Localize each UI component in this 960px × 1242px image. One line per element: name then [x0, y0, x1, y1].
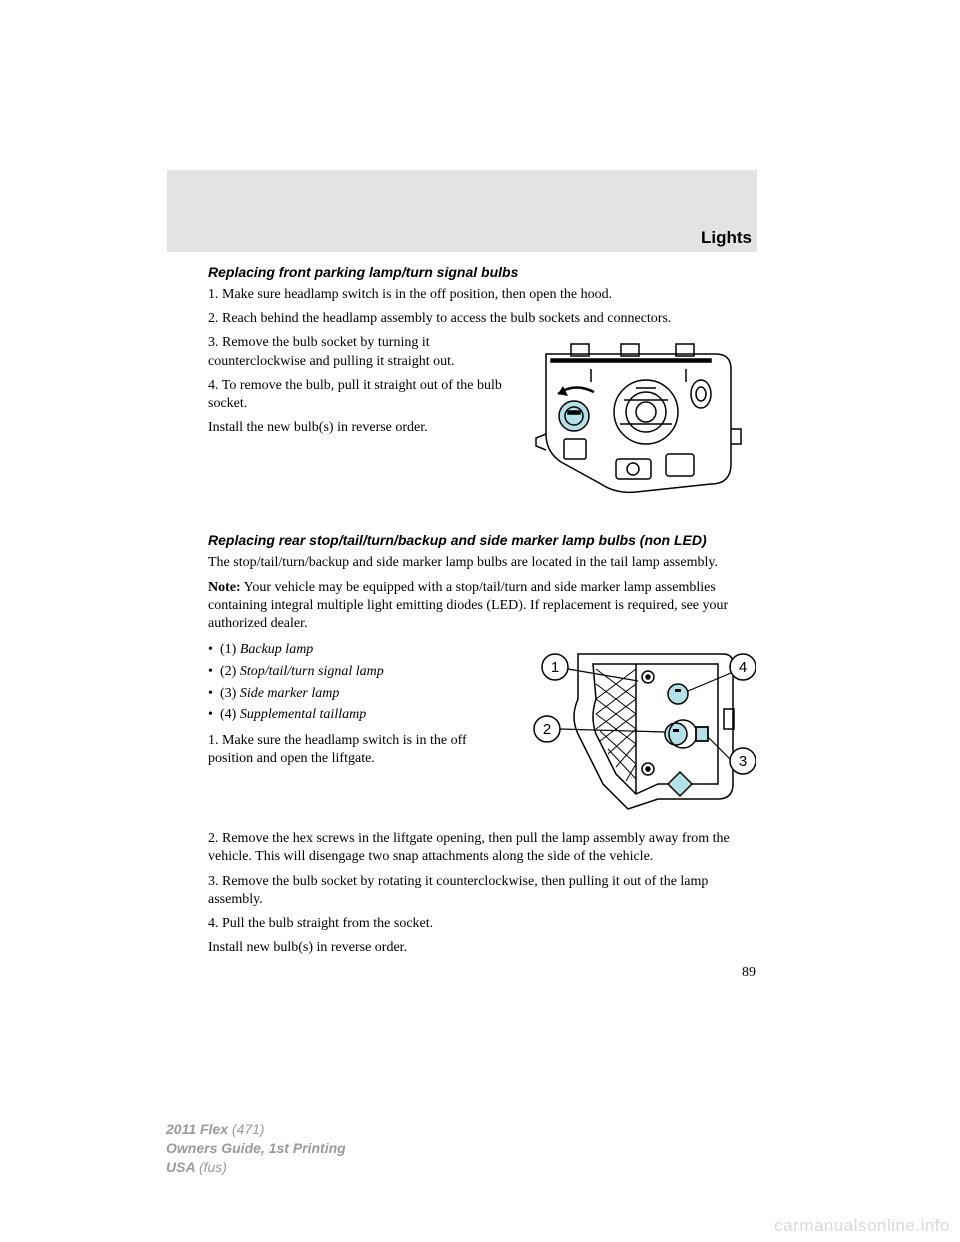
bullet-num: (4)	[220, 707, 240, 722]
footer-line-3: USA (fus)	[166, 1158, 346, 1177]
step-4-rear: 4. Pull the bulb straight from the socke…	[208, 915, 756, 933]
rear-intro: The stop/tail/turn/backup and side marke…	[208, 554, 756, 572]
bullet-label: Side marker lamp	[240, 686, 340, 701]
section-label: Lights	[701, 228, 752, 248]
list-item: (4) Supplemental taillamp	[208, 704, 756, 726]
rear-note: Note: Your vehicle may be equipped with …	[208, 579, 756, 634]
note-label: Note:	[208, 580, 241, 595]
list-item: (2) Stop/tail/turn signal lamp	[208, 661, 756, 683]
header-gray-box	[167, 170, 757, 252]
spacer	[208, 510, 756, 532]
footer-line-1: 2011 Flex (471)	[166, 1120, 346, 1139]
bullet-num: (2)	[220, 664, 240, 679]
footer-model: 2011 Flex	[166, 1121, 232, 1137]
bullet-label: Supplemental taillamp	[240, 707, 366, 722]
lamp-legend-list: (1) Backup lamp (2) Stop/tail/turn signa…	[208, 639, 756, 726]
list-item: (1) Backup lamp	[208, 639, 756, 661]
footer-region-code: (fus)	[199, 1159, 227, 1175]
bullet-label: Stop/tail/turn signal lamp	[240, 664, 384, 679]
heading-replace-rear: Replacing rear stop/tail/turn/backup and…	[208, 532, 756, 548]
page-number: 89	[208, 965, 756, 981]
list-item: (3) Side marker lamp	[208, 683, 756, 705]
footer-block: 2011 Flex (471) Owners Guide, 1st Printi…	[166, 1120, 346, 1177]
bullet-num: (3)	[220, 686, 240, 701]
step-2-front: 2. Reach behind the headlamp assembly to…	[208, 310, 756, 328]
footer-code: (471)	[232, 1121, 265, 1137]
footer-region: USA	[166, 1159, 199, 1175]
headlamp-diagram	[516, 334, 756, 504]
watermark: carmanualsonline.info	[774, 1216, 950, 1236]
step-2-rear: 2. Remove the hex screws in the liftgate…	[208, 830, 756, 866]
bullet-label: Backup lamp	[240, 642, 313, 657]
step-1-front: 1. Make sure headlamp switch is in the o…	[208, 286, 756, 304]
footer-line-2: Owners Guide, 1st Printing	[166, 1139, 346, 1158]
page-content: Replacing front parking lamp/turn signal…	[208, 264, 756, 981]
note-body: Your vehicle may be equipped with a stop…	[208, 580, 728, 631]
install-note-rear: Install new bulb(s) in reverse order.	[208, 939, 756, 957]
bullet-num: (1)	[220, 642, 240, 657]
step-3-rear: 3. Remove the bulb socket by rotating it…	[208, 873, 756, 909]
heading-replace-front: Replacing front parking lamp/turn signal…	[208, 264, 756, 280]
callout-3: 3	[739, 753, 747, 770]
